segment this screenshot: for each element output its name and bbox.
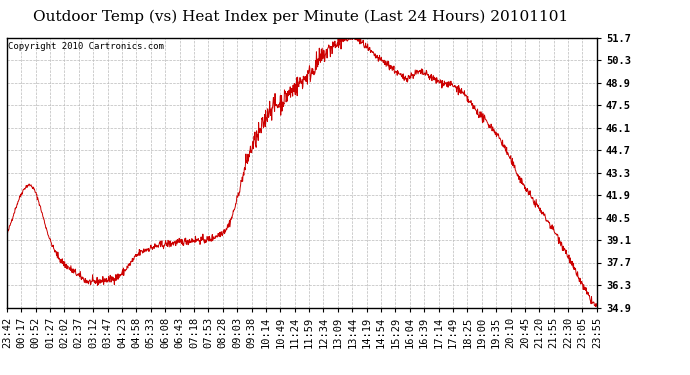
Text: Copyright 2010 Cartronics.com: Copyright 2010 Cartronics.com (8, 42, 164, 51)
Text: Outdoor Temp (vs) Heat Index per Minute (Last 24 Hours) 20101101: Outdoor Temp (vs) Heat Index per Minute … (32, 9, 568, 24)
